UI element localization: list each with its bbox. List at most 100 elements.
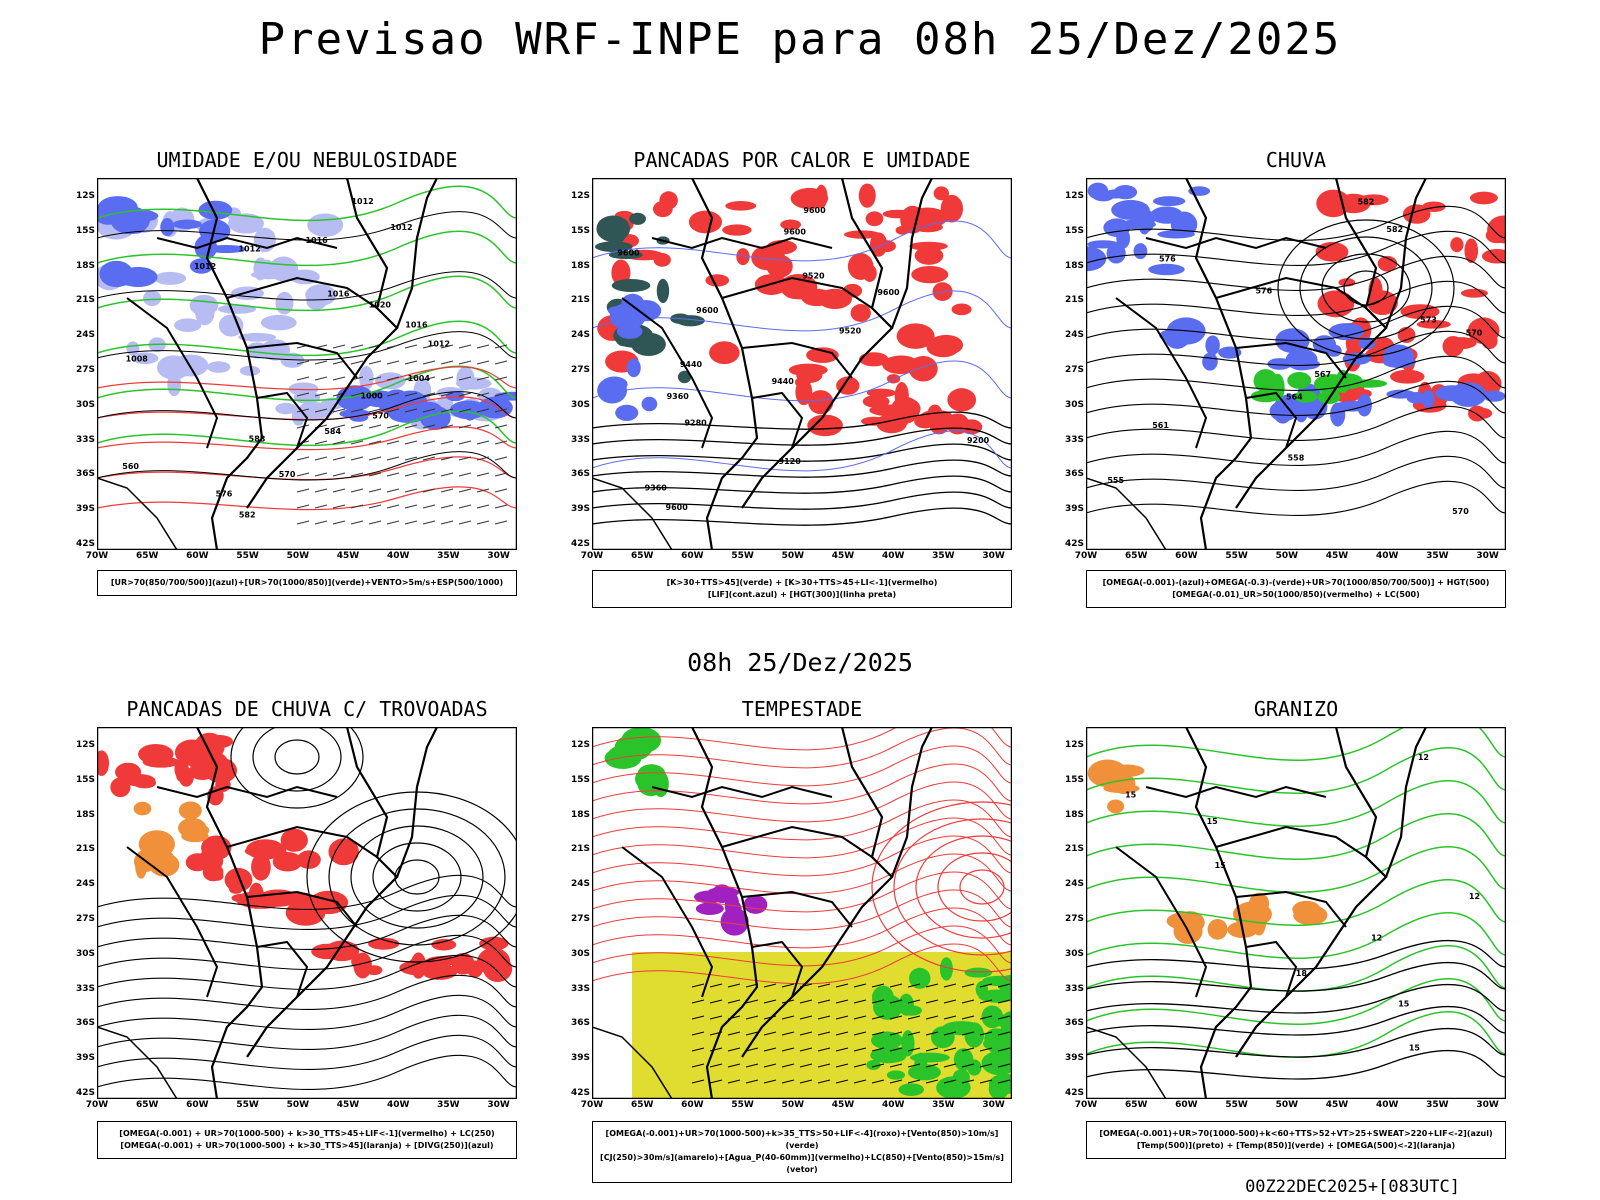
wind-vector <box>835 999 849 1004</box>
contour-line <box>1086 380 1506 416</box>
longitude-label: 65W <box>630 1100 654 1110</box>
shaded-area <box>189 294 219 316</box>
wind-vector <box>422 520 436 525</box>
contour-line <box>1086 983 1506 1014</box>
contour-label: 1004 <box>408 374 431 383</box>
shaded-area <box>1356 393 1372 417</box>
wind-vector <box>997 983 1011 988</box>
panel-title: TEMPESTADE <box>741 697 863 721</box>
latitude-label: 27S <box>1064 914 1084 924</box>
shaded-area <box>886 1070 906 1080</box>
wind-vector <box>296 376 310 381</box>
latitude-label: 21S <box>1064 844 1084 855</box>
contour-label: 1016 <box>405 320 428 329</box>
shaded-area <box>399 960 436 976</box>
contour-line <box>1086 1010 1506 1058</box>
wind-vector <box>943 1031 957 1036</box>
valid-time-label: 08h 25/Dez/2025 <box>687 648 913 677</box>
wind-vector <box>835 1047 849 1052</box>
longitude-label: 45W <box>831 1100 855 1110</box>
latitude-label: 18S <box>1064 809 1084 820</box>
shaded-area <box>1481 332 1498 350</box>
latitude-label: 36S <box>75 469 95 480</box>
longitude-label: 65W <box>135 551 159 561</box>
latitude-label: 33S <box>75 434 95 445</box>
wind-vector <box>817 1079 831 1084</box>
wind-vector <box>745 1015 759 1020</box>
circulation-contour <box>394 859 440 895</box>
wind-vector <box>440 488 454 493</box>
wind-vector <box>350 360 364 365</box>
wind-vector <box>440 440 454 445</box>
wind-vector <box>314 472 328 477</box>
contour-label: 1016 <box>305 236 328 245</box>
wind-vector <box>422 344 436 349</box>
wind-vector <box>961 1079 975 1084</box>
contour-line <box>97 230 517 267</box>
forecast-map <box>97 727 517 1099</box>
contour-line <box>592 475 1012 494</box>
wind-vector <box>889 1079 903 1084</box>
shaded-area <box>912 222 943 233</box>
shaded-area <box>790 187 829 210</box>
circulation-contour <box>372 842 462 912</box>
wind-vector <box>314 504 328 509</box>
wind-vector <box>440 408 454 413</box>
shaded-area <box>328 838 360 866</box>
contour-line <box>592 763 1012 805</box>
wind-vector <box>314 408 328 413</box>
wind-vector <box>440 504 454 509</box>
circulation-contour <box>1321 253 1411 323</box>
longitude-label: 40W <box>881 551 905 561</box>
shaded-area <box>251 853 271 881</box>
shaded-area <box>621 727 662 754</box>
shaded-area <box>133 801 152 816</box>
shaded-area <box>858 352 889 367</box>
shaded-area <box>705 274 730 287</box>
wind-vector <box>458 392 472 397</box>
shaded-area <box>138 743 174 765</box>
wind-vector <box>494 472 508 477</box>
wind-vector <box>440 456 454 461</box>
shaded-area <box>280 828 308 852</box>
shaded-area <box>271 843 287 861</box>
wind-vector <box>296 424 310 429</box>
wind-vector <box>458 504 472 509</box>
wind-vector <box>476 520 490 525</box>
wind-vector <box>781 1079 795 1084</box>
wind-vector <box>386 408 400 413</box>
longitude-label: 40W <box>386 551 410 561</box>
contour-line <box>1086 305 1506 341</box>
latitude-label: 12S <box>570 740 590 750</box>
wind-vector <box>458 488 472 493</box>
shaded-area <box>293 391 321 404</box>
shaded-area <box>1316 189 1351 218</box>
shaded-area <box>865 211 884 227</box>
wind-vector <box>404 472 418 477</box>
wind-vector <box>763 1063 777 1068</box>
latitude-label: 15S <box>1064 774 1084 785</box>
shaded-area <box>637 772 665 797</box>
circulation-contour <box>959 869 1005 905</box>
shaded-area <box>1294 390 1318 403</box>
panel-legend: [OMEGA(-0.001)-(azul)+OMEGA(-0.3)-(verde… <box>1086 570 1506 608</box>
wind-vector <box>709 1063 723 1068</box>
wind-vector <box>494 440 508 445</box>
wind-vector <box>386 520 400 525</box>
wind-vector <box>476 456 490 461</box>
shaded-area <box>896 323 935 349</box>
wind-vector <box>314 376 328 381</box>
wind-vector <box>835 983 849 988</box>
shaded-area <box>652 200 673 218</box>
latitude-label: 30S <box>75 399 95 410</box>
shaded-area <box>173 354 209 377</box>
wind-vector <box>997 1079 1011 1084</box>
wind-vector <box>691 1031 705 1036</box>
contour-label: 15 <box>1398 1000 1410 1009</box>
wind-vector <box>422 360 436 365</box>
shaded-area <box>224 867 253 892</box>
latitude-label: 36S <box>1064 1018 1084 1029</box>
shaded-area <box>189 258 213 274</box>
wind-vector <box>727 1031 741 1036</box>
shaded-area <box>206 245 247 254</box>
